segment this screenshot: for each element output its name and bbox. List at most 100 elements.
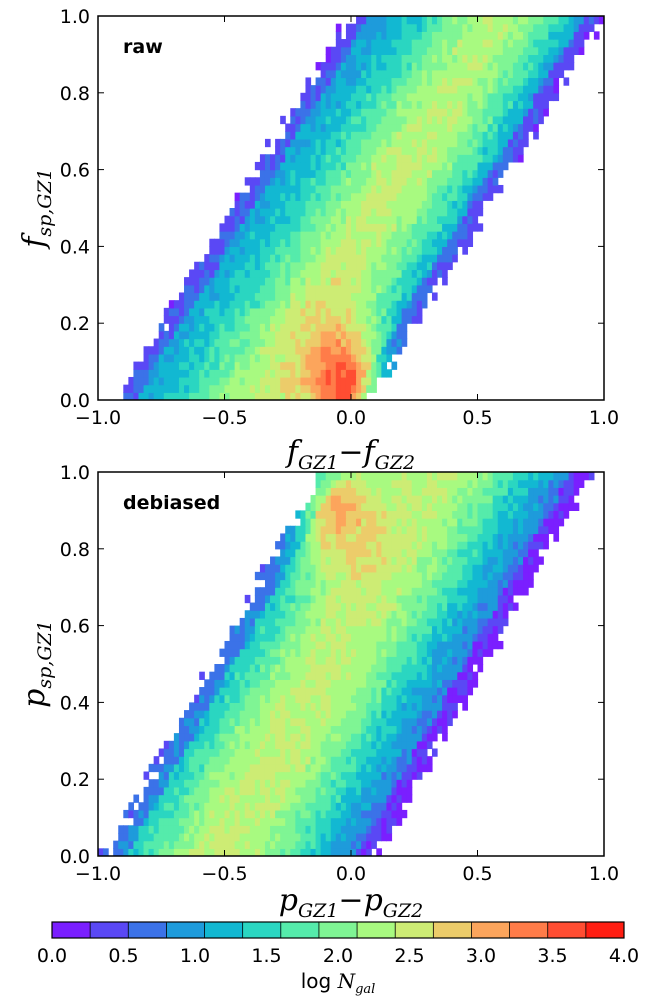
heatmap-cell — [447, 16, 453, 25]
heatmap-cell — [431, 69, 438, 79]
heatmap-cell — [447, 694, 453, 703]
heatmap-cell — [194, 740, 200, 750]
heatmap-cell — [249, 261, 256, 271]
heatmap-cell — [300, 161, 307, 171]
heatmap-cell — [280, 671, 286, 680]
heatmap-cell — [361, 786, 367, 796]
heatmap-cell — [401, 541, 408, 550]
heatmap-cell — [442, 261, 448, 271]
heatmap-cell — [275, 208, 281, 217]
heatmap-cell — [270, 300, 276, 309]
heatmap-cell — [406, 694, 413, 703]
heatmap-cell — [229, 848, 236, 856]
heatmap-cell — [431, 733, 438, 742]
heatmap-cell — [295, 525, 301, 535]
heatmap-cell — [406, 215, 413, 224]
heatmap-cell — [507, 69, 514, 79]
heatmap-cell — [204, 748, 210, 757]
heatmap-cell — [472, 31, 479, 40]
heatmap-cell — [340, 564, 347, 573]
heatmap-cell — [173, 323, 180, 332]
heatmap-cell — [219, 361, 226, 370]
heatmap-cell — [345, 840, 352, 849]
heatmap-cell — [259, 392, 266, 400]
heatmap-cell — [376, 648, 382, 657]
heatmap-cell — [512, 579, 519, 588]
heatmap-cell — [133, 376, 140, 386]
heatmap-cell — [325, 85, 332, 94]
heatmap-cell — [158, 353, 165, 363]
heatmap-cell — [371, 154, 377, 163]
heatmap-cell — [214, 246, 221, 255]
heatmap-cell — [386, 679, 393, 688]
heatmap-cell — [199, 779, 205, 788]
heatmap-cell — [497, 533, 504, 542]
heatmap-cell — [249, 809, 256, 819]
heatmap-cell — [259, 254, 266, 263]
heatmap-cell — [340, 231, 347, 240]
heatmap-cell — [376, 556, 382, 565]
heatmap-cell — [345, 779, 352, 788]
heatmap-cell — [158, 779, 165, 788]
heatmap-cell — [330, 541, 337, 550]
heatmap-cell — [315, 384, 322, 393]
heatmap-cell — [356, 292, 362, 301]
heatmap-cell — [214, 740, 221, 750]
heatmap-cell — [335, 533, 342, 542]
heatmap-cell — [462, 594, 468, 604]
heatmap-cell — [340, 710, 347, 719]
heatmap-cell — [366, 192, 372, 201]
heatmap-cell — [447, 710, 453, 719]
heatmap-cell — [401, 717, 408, 727]
heatmap-cell — [467, 602, 474, 611]
heatmap-cell — [381, 353, 388, 363]
heatmap-cell — [411, 771, 418, 780]
heatmap-cell — [249, 192, 256, 201]
heatmap-cell — [396, 541, 403, 550]
heatmap-cell — [224, 771, 231, 780]
heatmap-cell — [310, 246, 317, 255]
heatmap-cell — [411, 184, 418, 194]
heatmap-cell — [416, 92, 423, 102]
heatmap-cell — [209, 261, 215, 271]
heatmap-cell — [325, 346, 332, 355]
heatmap-cell — [194, 307, 200, 317]
heatmap-cell — [315, 579, 322, 588]
heatmap-cell — [234, 648, 241, 657]
heatmap-cell — [300, 376, 307, 386]
heatmap-cell — [411, 587, 418, 596]
heatmap-cell — [391, 648, 398, 657]
heatmap-cell — [209, 277, 215, 286]
heatmap-cell — [482, 518, 489, 527]
heatmap-cell — [568, 39, 575, 48]
heatmap-cell — [204, 346, 210, 355]
heatmap-cell — [538, 556, 544, 565]
heatmap-cell — [244, 307, 251, 317]
heatmap-cell — [401, 525, 408, 535]
heatmap-cell — [517, 154, 524, 163]
heatmap-cell — [249, 353, 256, 363]
heatmap-cell — [401, 108, 408, 117]
heatmap-cell — [219, 664, 226, 673]
heatmap-cell — [244, 376, 251, 386]
heatmap-cell — [361, 138, 367, 148]
heatmap-cell — [300, 208, 307, 217]
heatmap-cell — [285, 832, 291, 842]
heatmap-cell — [442, 23, 448, 32]
heatmap-cell — [381, 284, 388, 294]
heatmap-cell — [244, 832, 251, 842]
heatmap-cell — [426, 269, 433, 278]
heatmap-cell — [472, 154, 479, 163]
heatmap-cell — [462, 694, 468, 703]
heatmap-cell — [148, 353, 155, 363]
heatmap-cell — [325, 825, 332, 834]
heatmap-cell — [442, 223, 448, 232]
heatmap-cell — [153, 817, 160, 826]
heatmap-cell — [330, 246, 337, 255]
heatmap-cell — [315, 786, 322, 796]
heatmap-cell — [452, 138, 458, 148]
heatmap-cell — [401, 69, 408, 79]
heatmap-cell — [366, 525, 372, 535]
heatmap-cell — [310, 779, 317, 788]
heatmap-cell — [442, 694, 448, 703]
